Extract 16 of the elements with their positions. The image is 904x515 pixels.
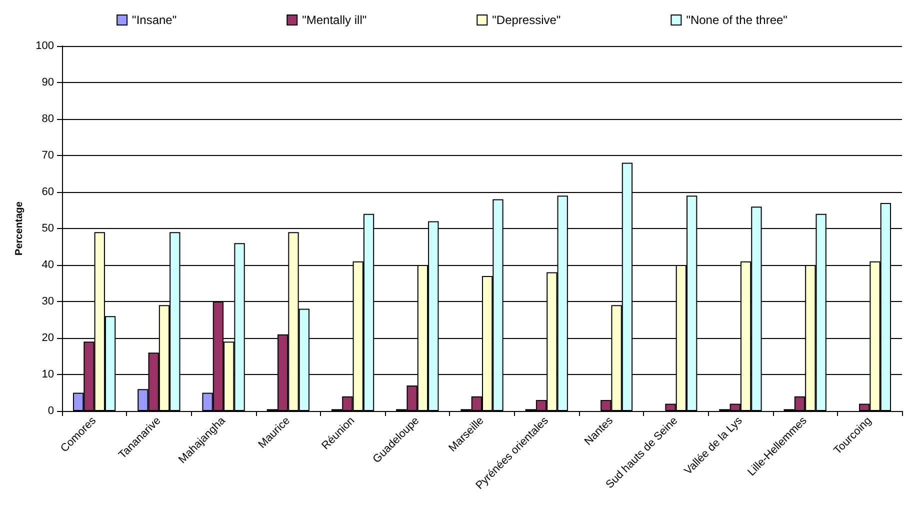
y-tick-label: 0 <box>48 405 54 417</box>
y-tick-label: 30 <box>42 296 54 308</box>
y-tick-label: 20 <box>42 332 54 344</box>
y-tick-label: 80 <box>42 113 54 125</box>
y-tick-label: 70 <box>42 150 54 162</box>
y-tick-label: 60 <box>42 186 54 198</box>
legend-label: "Depressive" <box>492 13 561 27</box>
y-tick-label: 10 <box>42 368 54 380</box>
y-axis-title: Percentage <box>14 201 26 256</box>
y-tick-label: 50 <box>42 222 54 234</box>
y-tick-label: 100 <box>36 40 54 52</box>
y-tick-label: 40 <box>42 259 54 271</box>
legend-label: "Mentally ill" <box>302 13 367 27</box>
legend-label: "Insane" <box>132 13 177 27</box>
legend-label: "None of the three" <box>686 13 788 27</box>
y-tick-label: 90 <box>42 76 54 88</box>
